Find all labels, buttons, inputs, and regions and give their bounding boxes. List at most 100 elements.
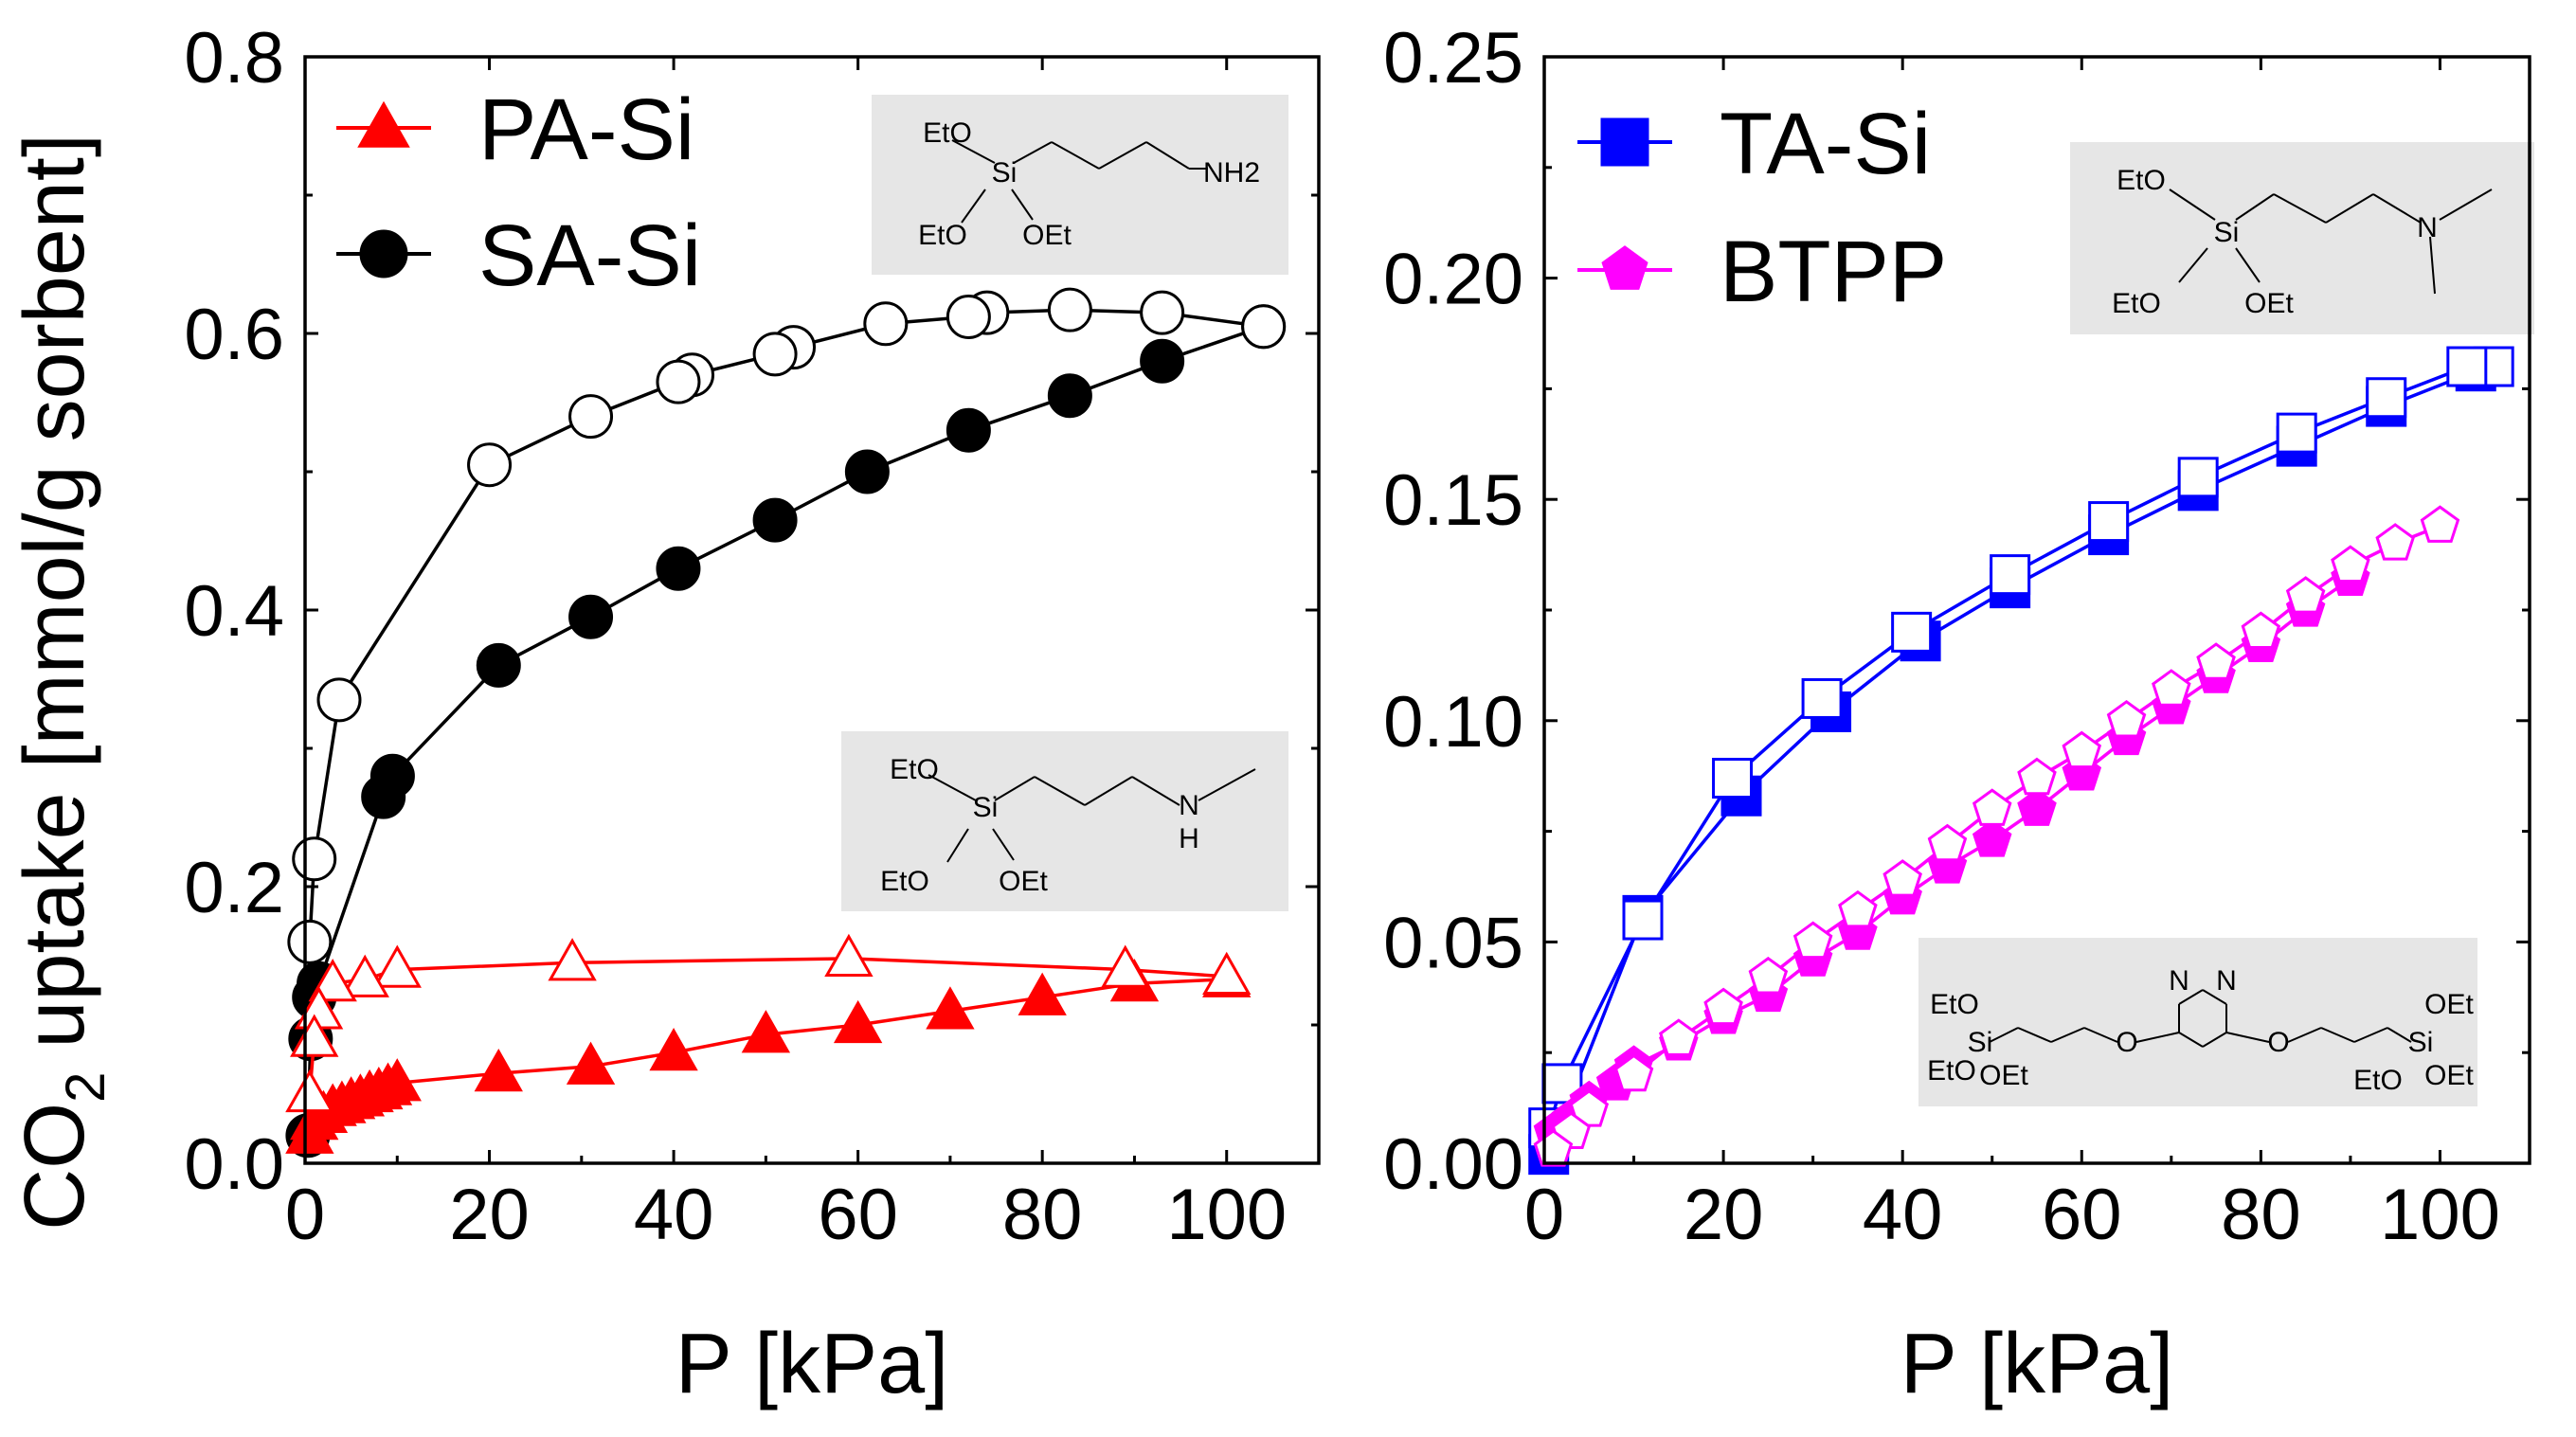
data-point: [1703, 987, 1743, 1026]
legend-marker: [357, 100, 410, 148]
legend-marker: [359, 229, 408, 278]
atom-label: EtO: [1927, 1055, 1976, 1087]
data-point: [863, 301, 909, 347]
x-tick-label: 20: [1684, 1175, 1764, 1255]
atom-label: Si: [2214, 217, 2240, 248]
legend-label: SA-Si: [478, 207, 701, 304]
y-tick-label: 0.6: [184, 295, 284, 375]
data-series: [1528, 346, 2514, 1176]
legend-item-sa-si: SA-Si: [336, 207, 701, 304]
data-point: [2241, 611, 2281, 650]
data-point: [1140, 338, 1185, 384]
data-point: [926, 986, 975, 1030]
atom-label: N: [1179, 790, 1199, 821]
y-tick-label: 0.05: [1383, 903, 1523, 983]
data-point: [1972, 788, 2012, 826]
data-point: [292, 836, 337, 882]
bond-line: [1013, 141, 1053, 164]
series-ta-si-desorption: [1528, 346, 2514, 1149]
data-point: [290, 1014, 339, 1057]
atom-label: EtO: [2117, 165, 2166, 196]
legend-item-pa-si: PA-Si: [336, 81, 694, 178]
data-point: [824, 933, 874, 978]
atom-label: O: [2116, 1027, 2137, 1058]
data-point: [566, 1041, 616, 1085]
data-point: [946, 407, 991, 453]
series-sa-si-adsorption: [285, 304, 1287, 1159]
bond-line: [2387, 1027, 2412, 1043]
series-btpp-desorption: [1533, 505, 2460, 1167]
data-point: [1838, 889, 1878, 928]
data-point: [1101, 944, 1150, 988]
data-point: [2177, 457, 2219, 498]
data-point: [2017, 757, 2057, 796]
data-point: [946, 294, 991, 339]
x-axis-title: P [kPa]: [676, 1317, 949, 1411]
bond-line: [2178, 247, 2208, 283]
data-point: [1140, 290, 1185, 335]
data-point: [649, 1028, 698, 1071]
data-point: [308, 959, 357, 1002]
data-point: [741, 1010, 791, 1053]
bond-line: [1051, 141, 1100, 170]
data-point: [474, 1048, 523, 1092]
bond-line: [2287, 1027, 2322, 1043]
bond-line: [1131, 776, 1180, 806]
data-point: [1202, 951, 1252, 995]
data-point: [1891, 611, 1933, 653]
x-tick-label: 20: [449, 1175, 530, 1255]
atom-label: Si: [2408, 1027, 2434, 1058]
data-point: [2088, 501, 2130, 543]
data-point: [2196, 642, 2236, 680]
data-point: [1990, 554, 2031, 596]
data-point: [285, 1069, 334, 1113]
data-point: [340, 954, 389, 997]
bond-line: [2083, 1027, 2118, 1043]
data-point: [844, 449, 890, 494]
bond-line: [2235, 247, 2261, 283]
atom-label: O: [2267, 1027, 2289, 1058]
atom-label: OEt: [2424, 989, 2474, 1020]
y-tick-label: 0.15: [1383, 460, 1523, 541]
data-point: [1622, 899, 1664, 941]
legend-label: TA-Si: [1720, 96, 1931, 192]
data-point: [548, 938, 597, 981]
y-tick-label: 0.25: [1383, 18, 1523, 99]
legend-item-ta-si: TA-Si: [1577, 96, 1931, 192]
atom-label: N: [2417, 212, 2438, 243]
x-axis-title: P [kPa]: [1900, 1317, 2174, 1411]
structure-box: [841, 731, 1288, 911]
data-point: [372, 1058, 422, 1102]
data-point: [2331, 545, 2370, 583]
data-point: [1801, 677, 1843, 719]
data-point: [1792, 921, 1833, 960]
series-line: [306, 325, 1265, 1136]
bond-line: [994, 776, 1036, 801]
data-point: [568, 594, 614, 639]
y-tick-label: 0.10: [1383, 682, 1523, 763]
series-pa-si-desorption: [285, 933, 1252, 1113]
chemical-structure-sa-si: EtO Si NH EtO OEt: [841, 731, 1288, 911]
atom-label: EtO: [918, 220, 967, 251]
x-tick-label: 0: [1524, 1175, 1564, 1255]
atom-label: EtO: [1930, 989, 1979, 1020]
data-point: [2276, 412, 2317, 454]
legend: PA-Si SA-Si: [336, 81, 701, 304]
bond-line: [2178, 1032, 2204, 1048]
bond-line: [2325, 193, 2374, 224]
x-tick-label: 40: [1863, 1175, 1943, 1255]
atom-label: EtO: [923, 117, 972, 149]
bond-line: [2439, 189, 2493, 221]
data-point: [2420, 505, 2460, 543]
bond-line: [1198, 768, 1256, 801]
data-point: [1047, 287, 1092, 332]
atom-label: EtO: [2353, 1065, 2403, 1096]
data-point: [476, 642, 521, 688]
data-point: [568, 394, 614, 440]
bond-line: [1034, 776, 1086, 806]
data-point: [2285, 576, 2326, 614]
data-point: [833, 999, 883, 1044]
atom-label: OEt: [1979, 1060, 2028, 1091]
series-line: [308, 978, 1227, 1137]
x-tick-label: 100: [1166, 1175, 1287, 1255]
